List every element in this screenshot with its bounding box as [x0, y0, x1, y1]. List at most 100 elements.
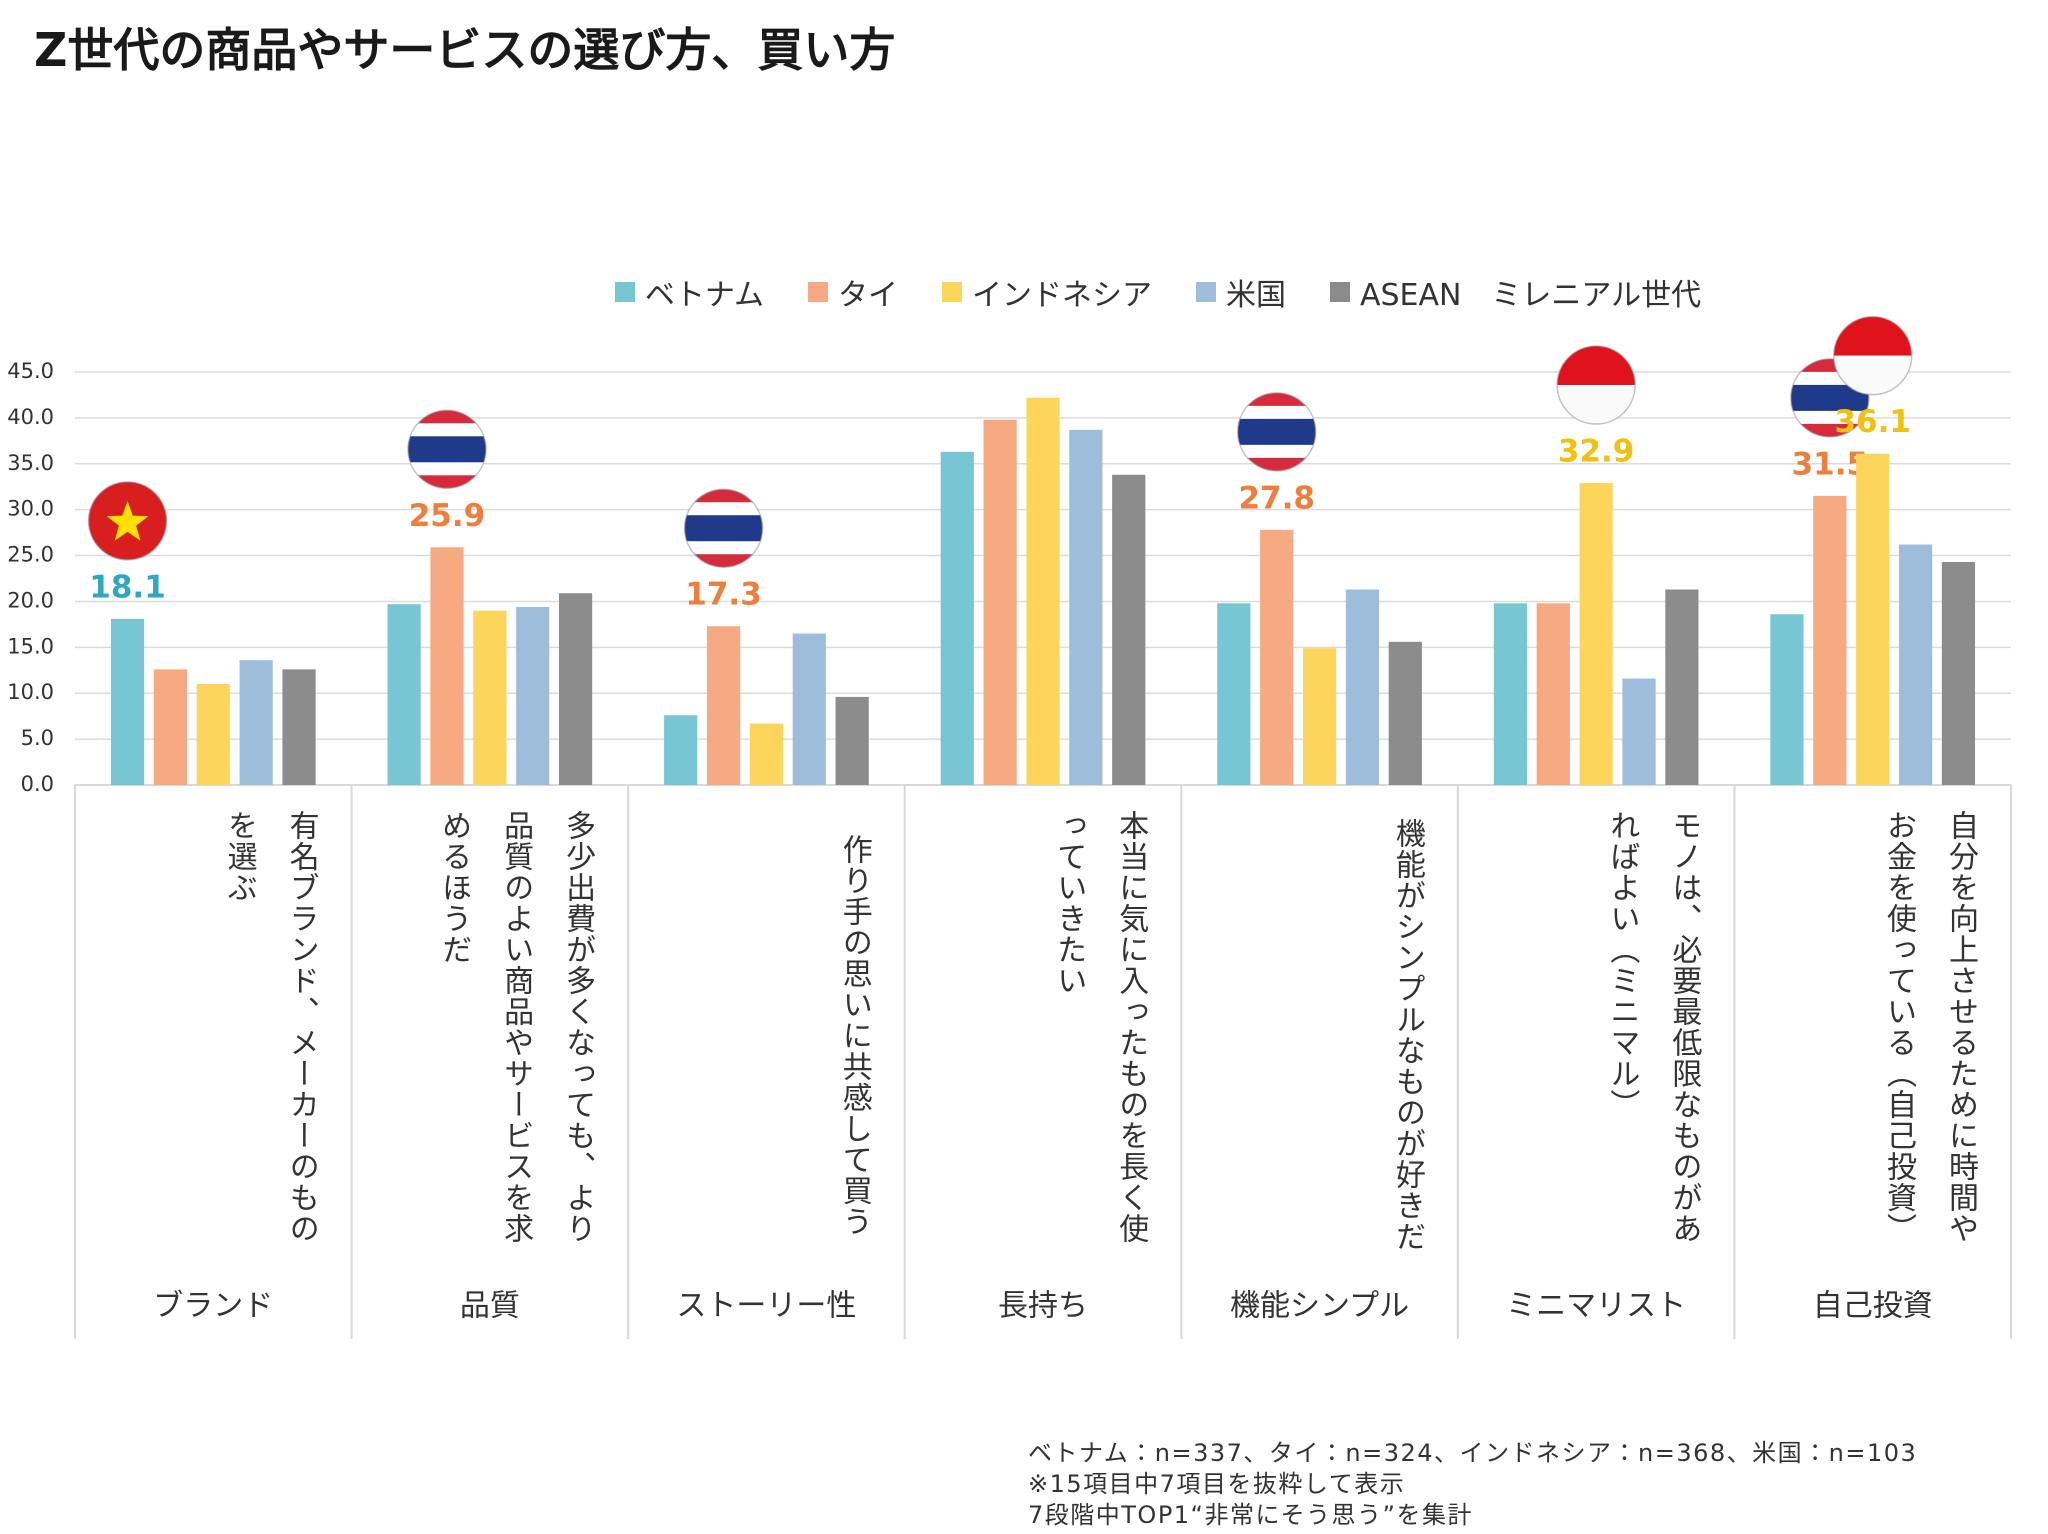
- legend-item: タイ: [807, 270, 898, 314]
- bar: [1026, 397, 1060, 785]
- y-tick-label: 30.0: [7, 497, 54, 521]
- flag-rim: [1236, 392, 1317, 472]
- legend-item: ベトナム: [614, 270, 764, 314]
- flag-rim: [87, 481, 168, 561]
- bar: [835, 696, 869, 785]
- legend-label: インドネシア: [971, 278, 1152, 313]
- flag-stripe: [407, 436, 486, 463]
- flag-icon: [87, 481, 168, 561]
- flag-stripe: [684, 515, 763, 542]
- category-description: 多少出費が多くなっても、より品質のよい商品やサービスを求めるほうだ: [436, 810, 596, 1244]
- x-tick-label: ミニマリスト: [1506, 1289, 1686, 1324]
- x-tick-label: 機能シンプル: [1230, 1289, 1409, 1324]
- x-tick-label: 品質: [460, 1289, 520, 1324]
- flag-stripe: [407, 462, 486, 476]
- flag-stripe: [1833, 316, 1912, 356]
- category-description: 本当に気に入ったものを長く使っていきたい: [1051, 810, 1149, 1244]
- bar: [664, 715, 698, 785]
- value-label: 27.8: [1238, 480, 1315, 516]
- x-tick-label: ブランド: [153, 1289, 273, 1324]
- bar: [940, 451, 974, 785]
- y-tick-label: 20.0: [7, 588, 54, 612]
- y-tick-label: 15.0: [7, 634, 54, 658]
- legend-item: インドネシア: [941, 270, 1152, 314]
- bar: [1069, 429, 1103, 785]
- bar: [792, 633, 826, 785]
- note: ベトナム：n=337、タイ：n=324、インドネシア：n=368、米国：n=10…: [1028, 1439, 1918, 1467]
- bar: [983, 419, 1017, 785]
- bar: [516, 606, 550, 785]
- bar: [153, 669, 188, 785]
- bar: [1112, 474, 1146, 785]
- bar: [387, 604, 421, 785]
- category-description: 有名ブランド、メーカーのものを選ぶ: [221, 810, 319, 1244]
- bar: [1898, 544, 1933, 785]
- bar: [1302, 648, 1337, 785]
- legend-label: ベトナム: [644, 278, 764, 313]
- flag-icon: [407, 409, 487, 490]
- legend-swatch: [1195, 282, 1216, 302]
- category-description: 機能がシンプルなものが好きだ: [1389, 818, 1425, 1252]
- x-tick-label: 自己投資: [1813, 1289, 1933, 1324]
- bar: [1536, 603, 1570, 785]
- bar: [1770, 614, 1804, 785]
- legend-swatch: [807, 282, 828, 302]
- flag-rim: [1790, 358, 1870, 438]
- y-tick-label: 40.0: [7, 405, 54, 429]
- note: 7段階中TOP1“非常にそう思う”を集計: [1028, 1501, 1473, 1529]
- value-label: 18.1: [89, 569, 166, 605]
- flag-stripe: [1237, 405, 1316, 420]
- bar: [110, 618, 145, 785]
- bar: [282, 669, 316, 785]
- x-tick-label: 長持ち: [998, 1289, 1088, 1324]
- y-tick-label: 25.0: [7, 543, 54, 567]
- flag-body: [88, 481, 167, 560]
- bar: [1579, 483, 1613, 785]
- flag-stripe: [684, 502, 763, 516]
- flag-stripe: [1790, 410, 1869, 425]
- flag-rim: [1832, 315, 1913, 396]
- category-description: 作り手の思いに共感して買う: [836, 833, 872, 1237]
- bar: [239, 660, 273, 785]
- bar: [430, 547, 464, 785]
- bar: [1622, 678, 1656, 785]
- value-label: 36.1: [1834, 404, 1911, 440]
- flag-stripe: [407, 423, 486, 437]
- flag-stripe: [1557, 346, 1636, 386]
- legend-item: 米国: [1195, 270, 1286, 314]
- category-description: モノは、必要最低限なものがあればよい（ミニマル）: [1604, 810, 1702, 1244]
- legend-swatch: [614, 282, 635, 302]
- y-tick-label: 10.0: [7, 680, 54, 704]
- flag-body: [407, 410, 486, 489]
- legend: ベトナム タイ インドネシア 米国 ASEAN ミレニアル世代: [0, 270, 2048, 314]
- value-label: 25.9: [409, 498, 486, 534]
- bar: [473, 610, 507, 785]
- bar: [1665, 589, 1699, 785]
- note: ※15項目中7項目を抜粋して表示: [1028, 1470, 1406, 1498]
- value-label: 32.9: [1558, 434, 1635, 470]
- bar: [196, 684, 230, 785]
- x-tick-label: ストーリー性: [676, 1289, 856, 1324]
- bar: [1388, 641, 1422, 785]
- flag-icon: [683, 488, 764, 568]
- category-description: 自分を向上させるために時間やお金を使っている（自己投資）: [1880, 810, 1978, 1244]
- flag-rim: [683, 488, 764, 568]
- value-label: 17.3: [685, 577, 762, 613]
- bar: [1856, 453, 1890, 785]
- y-tick-label: 0.0: [21, 772, 54, 796]
- y-tick-label: 45.0: [7, 359, 54, 383]
- legend-swatch: [941, 282, 962, 302]
- flag-icon: [1556, 345, 1636, 425]
- bar: [1345, 589, 1380, 785]
- bar: [749, 723, 784, 785]
- bar: [559, 593, 593, 785]
- flag-icon: [1236, 392, 1317, 472]
- legend-swatch: [1329, 282, 1350, 302]
- bar: [1260, 529, 1294, 785]
- value-label: 31.5: [1792, 446, 1869, 482]
- flag-star: [106, 500, 149, 541]
- y-tick-label: 35.0: [7, 451, 54, 475]
- legend-item: ASEAN ミレニアル世代: [1329, 270, 1701, 314]
